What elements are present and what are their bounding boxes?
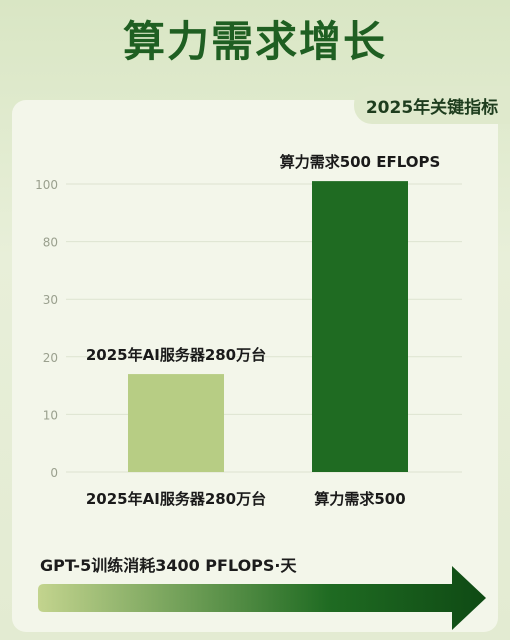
y-tick-label: 100 (35, 178, 58, 192)
y-tick-label: 20 (43, 351, 58, 365)
page-title: 算力需求增长 (122, 17, 387, 66)
y-tick-label: 30 (43, 293, 58, 307)
category-label-2: 算力需求500 (314, 490, 405, 508)
chart-card (12, 100, 498, 632)
category-label-1: 2025年AI服务器280万台 (86, 490, 266, 508)
y-tick-label: 0 (50, 466, 58, 480)
y-tick-label: 80 (43, 236, 58, 250)
bar-2 (312, 181, 408, 472)
key-metrics-badge: 2025年关键指标 (354, 86, 510, 124)
data-label-2: 算力需求500 EFLOPS (280, 153, 441, 171)
growth-arrow (38, 566, 486, 630)
gpt5-training-label: GPT-5训练消耗3400 PFLOPS·天 (40, 556, 297, 575)
data-label-1: 2025年AI服务器280万台 (86, 346, 266, 364)
bar-1 (128, 374, 224, 472)
y-tick-label: 10 (43, 408, 58, 422)
